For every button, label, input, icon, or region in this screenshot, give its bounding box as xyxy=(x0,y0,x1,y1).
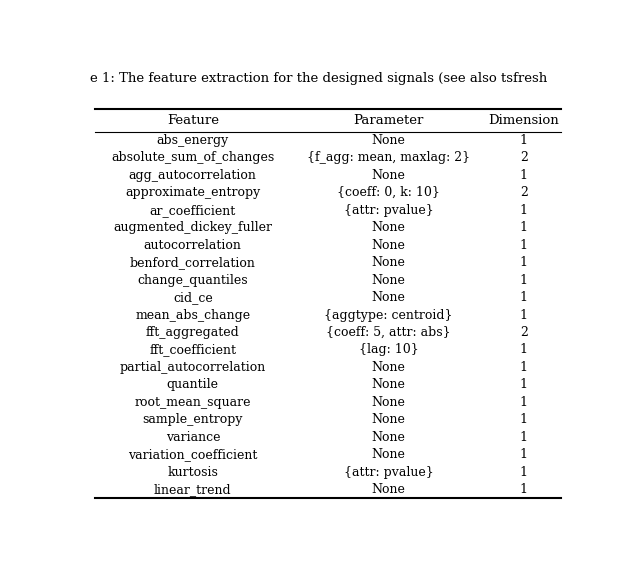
Text: None: None xyxy=(372,169,406,182)
Text: 1: 1 xyxy=(520,413,528,426)
Text: root_mean_square: root_mean_square xyxy=(134,396,251,409)
Text: 1: 1 xyxy=(520,309,528,321)
Text: e 1: The feature extraction for the designed signals (see also tsfresh: e 1: The feature extraction for the desi… xyxy=(90,72,547,85)
Text: ar_coefficient: ar_coefficient xyxy=(150,204,236,217)
Text: agg_autocorrelation: agg_autocorrelation xyxy=(129,169,257,182)
Text: 1: 1 xyxy=(520,361,528,374)
Text: change_quantiles: change_quantiles xyxy=(138,274,248,287)
Text: autocorrelation: autocorrelation xyxy=(144,239,242,252)
Text: 1: 1 xyxy=(520,134,528,147)
Text: 1: 1 xyxy=(520,291,528,304)
Text: None: None xyxy=(372,396,406,409)
Text: None: None xyxy=(372,134,406,147)
Text: linear_trend: linear_trend xyxy=(154,483,232,496)
Text: None: None xyxy=(372,239,406,252)
Text: fft_coefficient: fft_coefficient xyxy=(149,343,236,356)
Text: Dimension: Dimension xyxy=(488,114,559,127)
Text: kurtosis: kurtosis xyxy=(167,466,218,479)
Text: None: None xyxy=(372,483,406,496)
Text: 1: 1 xyxy=(520,378,528,391)
Text: augmented_dickey_fuller: augmented_dickey_fuller xyxy=(113,221,272,234)
Text: mean_abs_change: mean_abs_change xyxy=(135,309,250,321)
Text: 1: 1 xyxy=(520,239,528,252)
Text: variation_coefficient: variation_coefficient xyxy=(128,448,257,461)
Text: None: None xyxy=(372,431,406,444)
Text: None: None xyxy=(372,291,406,304)
Text: Parameter: Parameter xyxy=(353,114,424,127)
Text: {f_agg: mean, maxlag: 2}: {f_agg: mean, maxlag: 2} xyxy=(307,151,470,164)
Text: 1: 1 xyxy=(520,448,528,461)
Text: approximate_entropy: approximate_entropy xyxy=(125,186,260,199)
Text: None: None xyxy=(372,361,406,374)
Text: None: None xyxy=(372,221,406,234)
Text: {attr: pvalue}: {attr: pvalue} xyxy=(344,466,433,479)
Text: variance: variance xyxy=(166,431,220,444)
Text: None: None xyxy=(372,448,406,461)
Text: 1: 1 xyxy=(520,274,528,287)
Text: None: None xyxy=(372,413,406,426)
Text: 1: 1 xyxy=(520,431,528,444)
Text: {aggtype: centroid}: {aggtype: centroid} xyxy=(324,309,453,321)
Text: None: None xyxy=(372,378,406,391)
Text: 2: 2 xyxy=(520,186,528,199)
Text: {coeff: 0, k: 10}: {coeff: 0, k: 10} xyxy=(337,186,440,199)
Text: cid_ce: cid_ce xyxy=(173,291,212,304)
Text: 2: 2 xyxy=(520,326,528,339)
Text: {coeff: 5, attr: abs}: {coeff: 5, attr: abs} xyxy=(326,326,451,339)
Text: Feature: Feature xyxy=(167,114,219,127)
Text: 1: 1 xyxy=(520,343,528,356)
Text: {lag: 10}: {lag: 10} xyxy=(359,343,419,356)
Text: fft_aggregated: fft_aggregated xyxy=(146,326,239,339)
Text: 1: 1 xyxy=(520,466,528,479)
Text: {attr: pvalue}: {attr: pvalue} xyxy=(344,204,433,217)
Text: absolute_sum_of_changes: absolute_sum_of_changes xyxy=(111,151,275,164)
Text: partial_autocorrelation: partial_autocorrelation xyxy=(120,361,266,374)
Text: 1: 1 xyxy=(520,396,528,409)
Text: None: None xyxy=(372,256,406,269)
Text: 1: 1 xyxy=(520,483,528,496)
Text: quantile: quantile xyxy=(167,378,219,391)
Text: 2: 2 xyxy=(520,151,528,164)
Text: 1: 1 xyxy=(520,256,528,269)
Text: 1: 1 xyxy=(520,169,528,182)
Text: abs_energy: abs_energy xyxy=(157,134,229,147)
Text: None: None xyxy=(372,274,406,287)
Text: 1: 1 xyxy=(520,204,528,217)
Text: 1: 1 xyxy=(520,221,528,234)
Text: sample_entropy: sample_entropy xyxy=(143,413,243,426)
Text: benford_correlation: benford_correlation xyxy=(130,256,256,269)
